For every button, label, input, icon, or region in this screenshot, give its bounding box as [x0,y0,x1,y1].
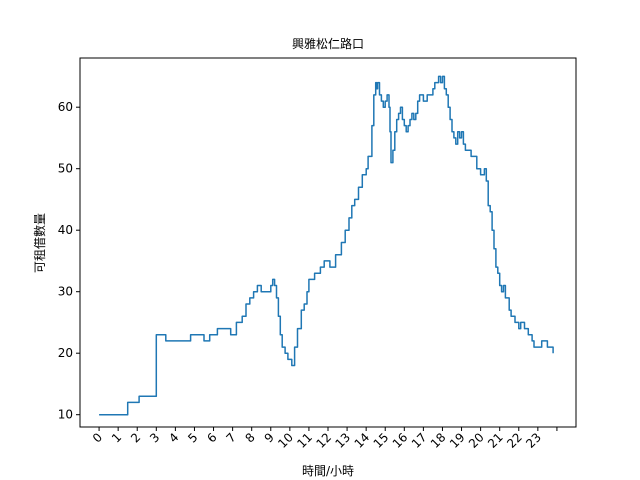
y-tick-label: 30 [58,285,73,299]
x-tick-label: 1 [109,430,124,445]
x-tick-label: 9 [262,430,277,445]
x-tick-label: 14 [352,430,373,451]
y-tick-label: 50 [58,162,73,176]
x-tick-label: 6 [204,430,219,445]
y-axis-label: 可租借數量 [33,213,47,273]
y-tick-label: 10 [58,408,73,422]
x-tick-label: 2 [128,430,143,445]
x-axis-label: 時間/小時 [302,464,354,478]
x-tick-label: 4 [166,430,181,445]
y-tick-label: 20 [58,346,73,360]
x-tick-label: 20 [466,430,487,451]
x-tick-label: 11 [294,430,315,451]
x-tick-label: 21 [485,430,506,451]
x-tick-label: 15 [371,430,392,451]
x-tick-label: 10 [275,430,296,451]
series-line [99,75,554,416]
y-axis: 10 20 30 40 50 60 [58,100,80,422]
y-tick-label: 40 [58,223,73,237]
x-tick-label: 5 [185,430,200,445]
x-tick-label: 22 [504,430,525,451]
plot-frame [79,57,577,428]
x-tick-label: 8 [243,430,258,445]
x-tick-label: 13 [332,430,353,451]
x-tick-label: 17 [409,430,430,451]
x-tick-label: 23 [523,430,544,451]
x-tick-label: 18 [428,430,449,451]
y-tick-label: 60 [58,100,73,114]
x-tick-label: 0 [90,430,105,445]
x-tick-label: 16 [390,430,411,451]
x-tick-label: 19 [447,430,468,451]
x-tick-label: 12 [313,430,334,451]
chart-title: 興雅松仁路口 [292,36,364,51]
x-tick-label: 7 [223,430,238,445]
x-tick-label: 3 [147,430,162,445]
